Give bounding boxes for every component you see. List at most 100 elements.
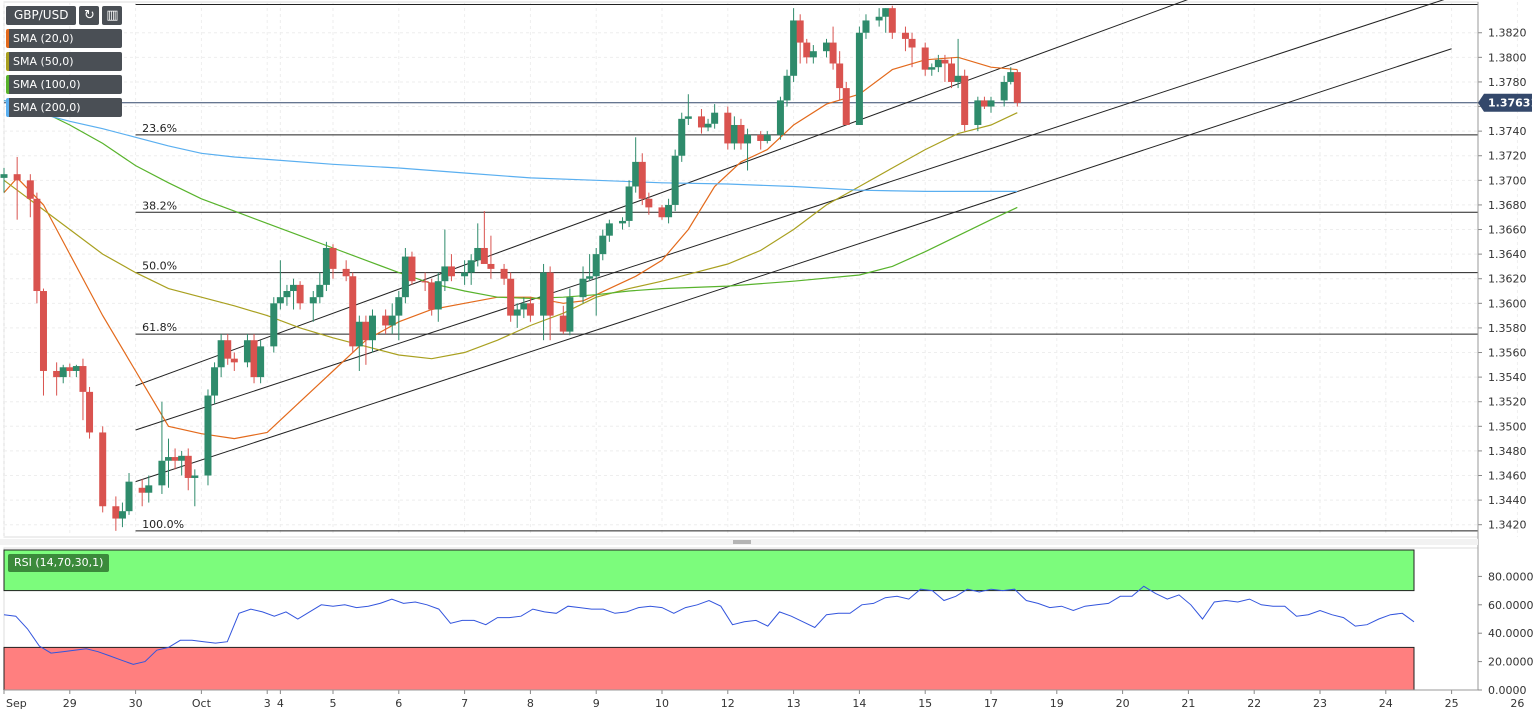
candle-body	[901, 32, 909, 39]
candle-body	[678, 118, 686, 156]
candle-body	[829, 42, 837, 64]
time-axis-label: 29	[63, 697, 77, 710]
candle-body	[39, 291, 47, 371]
candle-body	[467, 260, 475, 273]
chart-legend: GBP/USD ↻ ▥ SMA (20,0) SMA (50,0) SMA (1…	[6, 6, 123, 117]
time-axis-label: 7	[461, 697, 468, 710]
candle-body	[566, 297, 574, 332]
candle-body	[224, 340, 232, 359]
rsi-axis-label: 60.0000	[1488, 599, 1534, 612]
time-axis-label: 22	[1247, 697, 1261, 710]
candle-body	[79, 366, 87, 392]
sma-line	[3, 99, 1018, 192]
candle-body	[1007, 72, 1015, 82]
candle-body	[855, 32, 863, 125]
time-axis-label: 6	[395, 697, 402, 710]
chart-settings-icon[interactable]: ▥	[102, 6, 123, 25]
rsi-pane[interactable]	[3, 547, 1479, 691]
time-axis-label: 4	[277, 697, 284, 710]
candle-body	[211, 367, 219, 396]
candle-body	[388, 315, 396, 326]
candle-body	[362, 321, 370, 341]
candle-body	[704, 123, 712, 128]
candle-body	[99, 432, 107, 507]
channel-line	[135, 48, 1452, 483]
last-price-label: 1.37631	[1488, 97, 1536, 110]
candle-body	[461, 272, 469, 277]
candle-body	[145, 485, 153, 493]
candle-body	[441, 266, 449, 282]
pane-divider[interactable]	[0, 539, 1478, 545]
price-axis-label: 1.3660	[1488, 224, 1527, 237]
candle-body	[125, 481, 133, 512]
time-axis-label: 5	[330, 697, 337, 710]
price-axis-label: 1.3720	[1488, 150, 1527, 163]
price-axis-label: 1.3620	[1488, 273, 1527, 286]
price-pane-background	[3, 1, 1479, 538]
candle-body	[658, 207, 666, 218]
candle-body	[836, 63, 844, 89]
fib-level-label: 50.0%	[142, 260, 177, 273]
symbol-toolbar: GBP/USD ↻ ▥	[6, 6, 123, 25]
candle-body	[757, 134, 765, 141]
candle-body	[349, 276, 357, 347]
candle-body	[776, 100, 784, 135]
candle-body	[447, 266, 455, 277]
rsi-overbought-zone	[3, 549, 1415, 592]
candle-body	[671, 155, 679, 205]
price-axis-label: 1.3800	[1488, 51, 1527, 64]
sma-line	[3, 99, 1018, 300]
time-axis-label: Oct	[192, 697, 212, 710]
rsi-legend[interactable]: RSI (14,70,30,1)	[8, 554, 110, 572]
candle-body	[257, 346, 265, 378]
candle-body	[809, 51, 817, 58]
last-price-tag	[1478, 93, 1532, 112]
price-axis-label: 1.3540	[1488, 371, 1527, 384]
candle-body	[165, 457, 172, 461]
price-axis-label: 1.3460	[1488, 470, 1527, 483]
candle-body	[184, 455, 192, 478]
candle-body	[724, 112, 732, 144]
sma-200-legend[interactable]: SMA (200,0)	[6, 98, 123, 117]
candle-body	[619, 220, 627, 224]
candle-body	[632, 161, 640, 187]
candle-body	[540, 272, 548, 316]
fib-level-label: 23.6%	[142, 122, 177, 135]
time-axis-label: 17	[984, 697, 998, 710]
time-axis-label: Sep	[6, 697, 27, 710]
price-pane[interactable]: 23.6% 38.2% 50.0% 61.8% 100.0%	[0, 0, 1518, 538]
candle-body	[395, 297, 403, 316]
candle-body	[59, 367, 67, 378]
candle-body	[316, 284, 324, 298]
price-axis-label: 1.3600	[1488, 297, 1527, 310]
time-axis-label: 15	[918, 697, 932, 710]
candle-body	[711, 112, 719, 124]
candle-body	[592, 254, 600, 277]
sma-20-legend[interactable]: SMA (20,0)	[6, 29, 123, 48]
candle-body	[191, 475, 199, 478]
time-axis-label: 26	[1510, 697, 1524, 710]
price-axis-label: 1.3480	[1488, 445, 1527, 458]
time-axis-label: 12	[721, 697, 735, 710]
candle-body	[513, 309, 521, 316]
candle-body	[790, 20, 798, 76]
fib-level-label: 100.0%	[142, 518, 184, 531]
candle-body	[842, 88, 850, 125]
candle-body	[342, 268, 350, 277]
fib-level-label: 38.2%	[142, 199, 177, 212]
candle-body	[987, 100, 995, 107]
candle-body	[579, 278, 587, 298]
candle-body	[730, 124, 738, 144]
sma-100-legend[interactable]: SMA (100,0)	[6, 75, 123, 94]
candle-body	[507, 278, 515, 316]
sma-50-legend[interactable]: SMA (50,0)	[6, 52, 123, 71]
candle-body	[796, 20, 804, 43]
channel-line	[135, 0, 1445, 431]
rsi-axis-label: 0.0000	[1488, 684, 1527, 697]
price-axis-label: 1.3580	[1488, 322, 1527, 335]
refresh-icon[interactable]: ↻	[79, 6, 100, 25]
time-axis-label: 19	[1050, 697, 1064, 710]
time-axis-label: 3	[264, 697, 271, 710]
candle-body	[33, 198, 41, 292]
symbol-label[interactable]: GBP/USD	[6, 6, 77, 25]
